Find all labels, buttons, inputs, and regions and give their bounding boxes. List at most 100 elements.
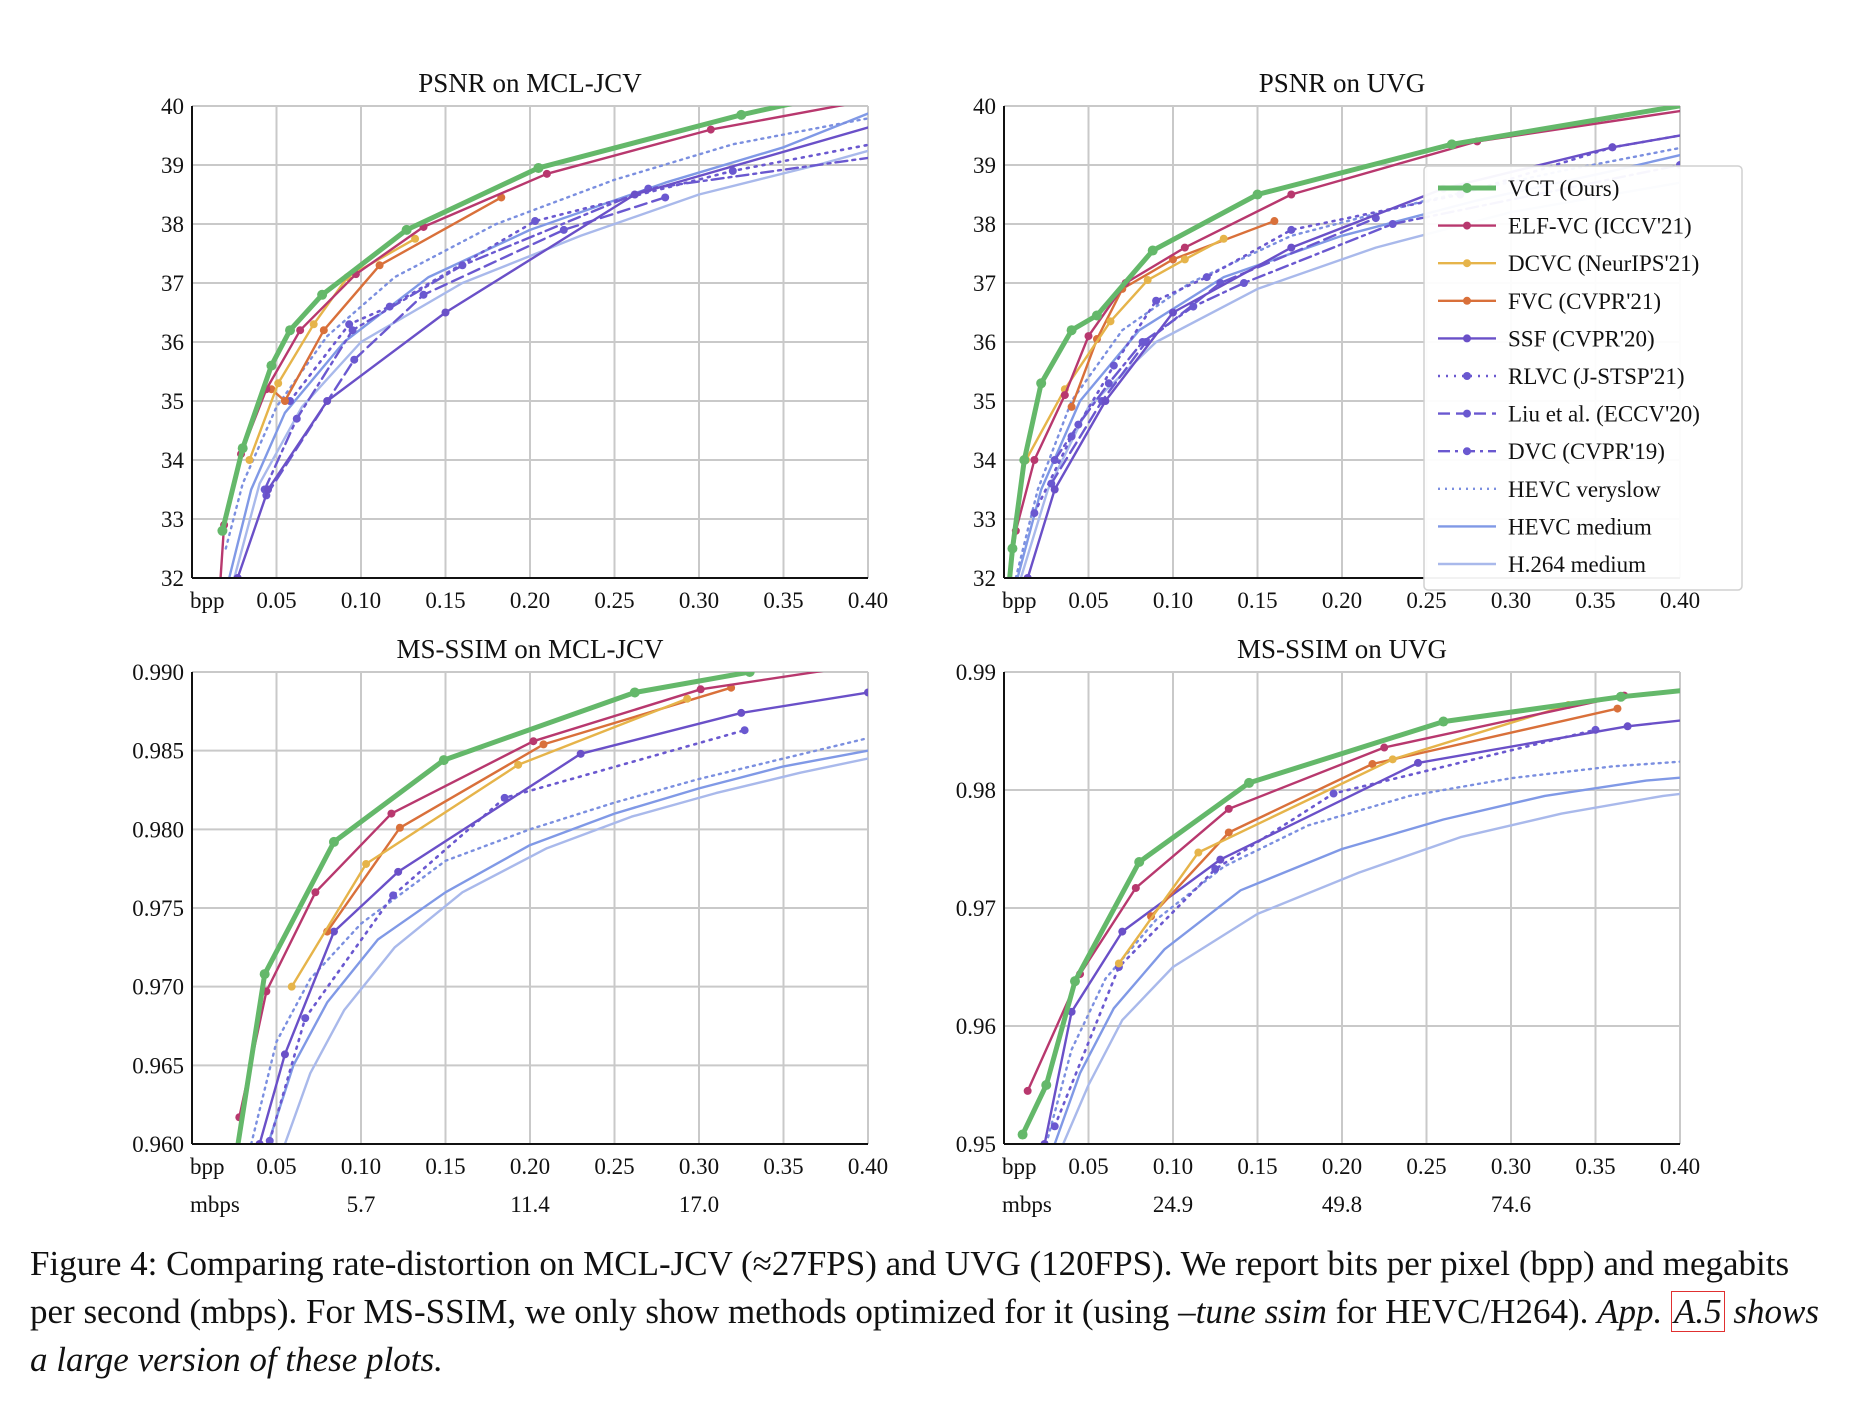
data-point xyxy=(329,927,338,936)
x-tick-label: 0.15 xyxy=(425,1154,465,1179)
data-point xyxy=(1114,959,1123,968)
series-line xyxy=(1149,707,1619,918)
data-point xyxy=(218,663,226,671)
data-point xyxy=(1041,1080,1052,1090)
x-tick-label: 0.05 xyxy=(1068,588,1108,613)
y-tick-label: 32 xyxy=(973,566,996,591)
chart-title: MS-SSIM on UVG xyxy=(1237,634,1447,664)
data-point xyxy=(1710,713,1718,721)
data-point xyxy=(411,234,420,243)
series-h-264-medium xyxy=(1061,792,1680,1144)
data-point xyxy=(1152,296,1161,305)
plot-area xyxy=(217,89,906,671)
x-tick-label: 0.20 xyxy=(1322,1154,1362,1179)
x2-tick-label: 11.4 xyxy=(510,1192,550,1217)
legend-label: Liu et al. (ECCV'20) xyxy=(1508,402,1700,427)
x-tick-label: 0.10 xyxy=(341,1154,381,1179)
data-point xyxy=(1069,976,1080,987)
caption-appendix-link[interactable]: A.5 xyxy=(1671,1291,1725,1332)
y-tick-label: 0.970 xyxy=(132,975,184,1000)
x2-axis-label: mbps xyxy=(190,1192,240,1217)
data-point xyxy=(1050,456,1059,464)
caption-app: App. xyxy=(1597,1292,1672,1331)
series-line xyxy=(268,728,746,1143)
series-line xyxy=(1033,134,1680,515)
y-tick-label: 0.960 xyxy=(132,1132,184,1157)
chart-psnr-mcl-jcv: PSNR on MCL-JCV 0.05 0.10 0.15 0.20 0.25 0.30 0… xyxy=(161,68,906,671)
rate-distortion-figure: PSNR on MCL-JCV 0.05 0.10 0.15 0.20 0.25 0.30 0… xyxy=(132,68,1743,1217)
data-point xyxy=(1091,310,1102,321)
legend-marker xyxy=(1463,447,1471,456)
x2-axis-label: mbps xyxy=(1002,1192,1052,1217)
x-tick-label: 0.30 xyxy=(679,588,719,613)
data-point xyxy=(296,326,305,335)
data-point xyxy=(728,166,737,175)
data-point xyxy=(744,672,755,677)
data-point xyxy=(696,685,705,694)
caption-tune: –tune ssim xyxy=(1178,1292,1327,1331)
x-tick-label: 0.20 xyxy=(510,588,550,613)
x-tick-label: 0.25 xyxy=(1406,1154,1446,1179)
chart-legend: VCT (Ours) ELF-VC (ICCV'21) DCVC (NeurIPS'… xyxy=(1423,165,1743,591)
data-point xyxy=(237,443,248,454)
series-vct-ours xyxy=(235,672,755,1144)
legend-entry-rlvc-j-stsp-21: RLVC (J-STSP'21) xyxy=(1438,364,1684,389)
y-tick-label: 0.98 xyxy=(956,778,996,803)
series-elf-vc-iccv-21 xyxy=(1008,102,1718,578)
legend-label: H.264 medium xyxy=(1508,552,1646,577)
y-tick-label: 0.980 xyxy=(132,817,184,842)
series-hevc-veryslow xyxy=(224,117,868,550)
chart-msssim-uvg: MS-SSIM on UVG 0.05 0.10 0.15 0.20 0.25 0.30 0.… xyxy=(956,634,1718,1217)
data-point xyxy=(1143,276,1152,285)
series-fvc-cvpr-21 xyxy=(267,193,506,405)
data-point xyxy=(385,302,394,311)
data-point xyxy=(1010,633,1018,641)
legend-marker xyxy=(1463,296,1471,305)
y-tick-label: 0.985 xyxy=(132,739,184,764)
data-point xyxy=(683,694,692,703)
y-tick-label: 35 xyxy=(973,389,996,414)
data-point xyxy=(1710,102,1718,110)
y-tick-label: 0.97 xyxy=(956,896,996,921)
series-hevc-medium xyxy=(266,749,868,1144)
legend-entry-liu-et-al-eccv-20: Liu et al. (ECCV'20) xyxy=(1438,402,1700,427)
series-line xyxy=(263,156,868,491)
series-vct-ours xyxy=(217,89,839,536)
series-line xyxy=(248,237,417,462)
data-point xyxy=(1007,543,1018,554)
data-point xyxy=(864,688,868,697)
legend-entry-dvc-cvpr-19: DVC (CVPR'19) xyxy=(1438,439,1665,464)
data-point xyxy=(829,89,839,99)
data-point xyxy=(542,169,551,178)
series-line xyxy=(288,143,868,403)
data-point xyxy=(1084,332,1093,341)
data-point xyxy=(395,823,404,832)
data-point xyxy=(1224,804,1233,813)
data-point xyxy=(217,525,228,536)
data-point xyxy=(317,289,328,300)
data-point xyxy=(438,755,449,766)
y-tick-label: 0.990 xyxy=(132,660,184,685)
caption-part1: Figure 4: Comparing rate-distortion on M… xyxy=(30,1244,1790,1331)
legend-label: DVC (CVPR'19) xyxy=(1508,439,1665,464)
data-point xyxy=(1104,379,1113,388)
data-point xyxy=(500,793,509,802)
data-point xyxy=(1017,1129,1028,1140)
chart-title: MS-SSIM on MCL-JCV xyxy=(396,634,664,664)
chart-title: PSNR on UVG xyxy=(1259,68,1426,98)
data-point xyxy=(394,867,403,876)
x-tick-label: 0.35 xyxy=(1575,588,1615,613)
series-line xyxy=(238,672,824,1119)
data-point xyxy=(1438,716,1449,727)
data-point xyxy=(1066,325,1077,336)
x-tick-label: 0.25 xyxy=(594,588,634,613)
legend-label: HEVC veryslow xyxy=(1508,477,1661,502)
series-line xyxy=(1045,760,1680,1144)
data-point xyxy=(898,149,906,157)
data-point xyxy=(401,224,412,235)
x-tick-label: 0.30 xyxy=(679,1154,719,1179)
data-point xyxy=(736,109,747,120)
legend-frame xyxy=(1423,165,1743,591)
series-vct-ours xyxy=(1007,106,1680,578)
x2-tick-label: 17.0 xyxy=(679,1192,719,1217)
